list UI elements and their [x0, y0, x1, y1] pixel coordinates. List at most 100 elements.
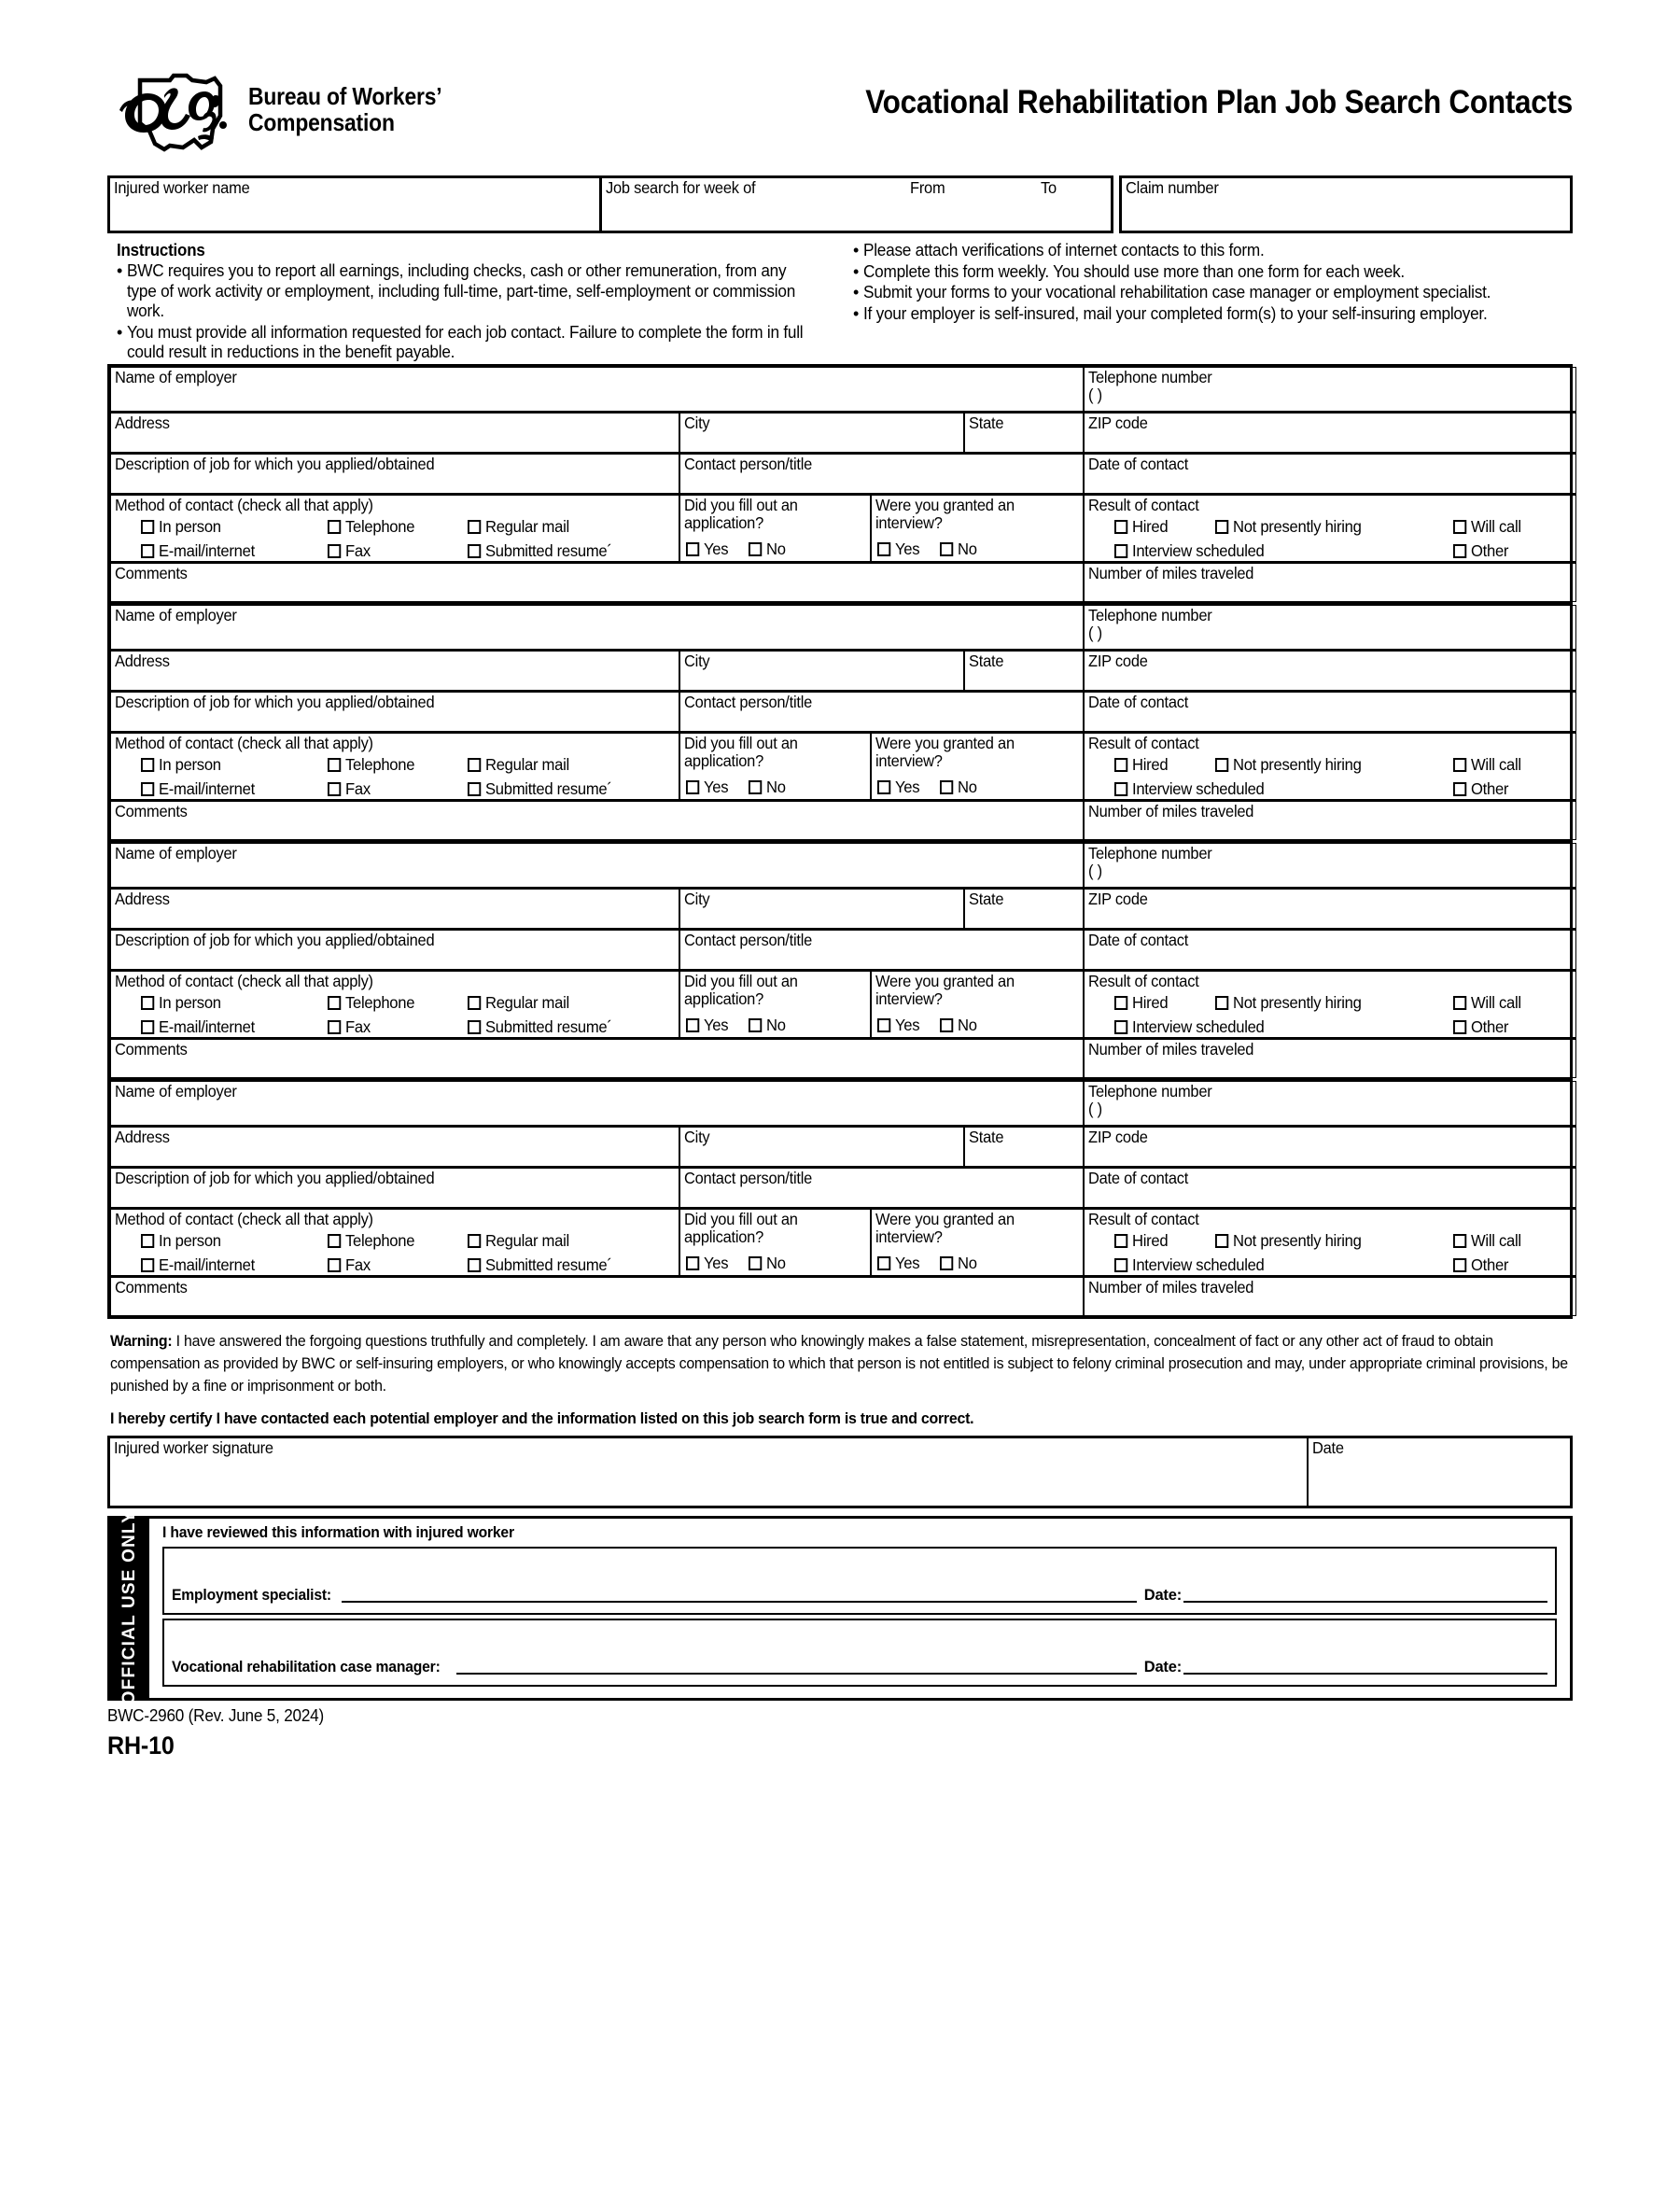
checkbox-icon[interactable] [1113, 519, 1127, 534]
checkbox-icon[interactable] [141, 519, 155, 534]
checkbox-icon[interactable] [940, 541, 954, 556]
name-of-employer-field[interactable]: Name of employer [109, 604, 1085, 651]
result-option-hired[interactable]: Hired [1113, 993, 1211, 1013]
application-yes[interactable]: Yes [685, 1254, 728, 1273]
date-of-contact-field[interactable]: Date of contact [1082, 689, 1577, 733]
result-option-not-presently-hiring[interactable]: Not presently hiring [1214, 755, 1441, 775]
result-option-other[interactable]: Other [1452, 1017, 1570, 1037]
application-no[interactable]: No [749, 540, 786, 559]
method-option-telephone[interactable]: Telephone [328, 1231, 461, 1251]
checkbox-icon[interactable] [1113, 543, 1127, 558]
method-option-submitted-resume[interactable]: Submitted resume´ [468, 1017, 667, 1037]
checkbox-icon[interactable] [328, 757, 342, 772]
date-of-contact-field[interactable]: Date of contact [1082, 451, 1577, 495]
employment-specialist-input[interactable] [341, 1589, 1137, 1603]
state-field[interactable]: State [962, 886, 1085, 930]
state-field[interactable]: State [962, 410, 1085, 454]
checkbox-icon[interactable] [1113, 757, 1127, 772]
checkbox-icon[interactable] [141, 781, 155, 796]
checkbox-icon[interactable] [141, 543, 155, 558]
result-option-other[interactable]: Other [1452, 1255, 1570, 1275]
method-option-fax[interactable]: Fax [328, 1255, 461, 1275]
zip-code-field[interactable]: ZIP code [1082, 886, 1577, 930]
case-manager-input[interactable] [455, 1661, 1137, 1675]
method-option-telephone[interactable]: Telephone [328, 755, 461, 775]
checkbox-icon[interactable] [1214, 995, 1228, 1010]
checkbox-icon[interactable] [468, 1233, 482, 1248]
method-option-in-person[interactable]: In person [141, 993, 318, 1013]
checkbox-icon[interactable] [940, 1255, 954, 1270]
method-option-telephone[interactable]: Telephone [328, 517, 461, 537]
checkbox-icon[interactable] [1452, 781, 1466, 796]
application-yes[interactable]: Yes [685, 540, 728, 559]
method-option-submitted-resume[interactable]: Submitted resume´ [468, 1255, 667, 1275]
contact-person-field[interactable]: Contact person/title [678, 1165, 1085, 1209]
result-option-hired[interactable]: Hired [1113, 755, 1211, 775]
name-of-employer-field[interactable]: Name of employer [109, 842, 1085, 889]
application-yes[interactable]: Yes [685, 778, 728, 797]
checkbox-icon[interactable] [328, 1233, 342, 1248]
checkbox-icon[interactable] [1452, 1019, 1466, 1034]
comments-field[interactable]: Comments [109, 1274, 1085, 1316]
method-option-fax[interactable]: Fax [328, 779, 461, 799]
checkbox-icon[interactable] [876, 541, 890, 556]
application-yes[interactable]: Yes [685, 1016, 728, 1035]
claim-number-field[interactable]: Claim number [1118, 175, 1573, 233]
comments-field[interactable]: Comments [109, 560, 1085, 602]
checkbox-icon[interactable] [468, 543, 482, 558]
miles-traveled-field[interactable]: Number of miles traveled [1082, 560, 1577, 602]
checkbox-icon[interactable] [1452, 519, 1466, 534]
checkbox-icon[interactable] [1452, 757, 1466, 772]
result-option-other[interactable]: Other [1452, 541, 1570, 561]
address-field[interactable]: Address [110, 886, 679, 930]
method-option-in-person[interactable]: In person [141, 517, 318, 537]
method-option-regular-mail[interactable]: Regular mail [468, 755, 667, 775]
interview-no[interactable]: No [940, 778, 977, 797]
address-field[interactable]: Address [110, 1124, 679, 1168]
checkbox-icon[interactable] [1452, 995, 1466, 1010]
checkbox-icon[interactable] [1214, 519, 1228, 534]
method-option-regular-mail[interactable]: Regular mail [468, 517, 667, 537]
checkbox-icon[interactable] [1113, 1019, 1127, 1034]
interview-no[interactable]: No [940, 540, 977, 559]
method-option-in-person[interactable]: In person [141, 1231, 318, 1251]
address-field[interactable]: Address [110, 410, 679, 454]
checkbox-icon[interactable] [1452, 543, 1466, 558]
case-manager-date-input[interactable] [1183, 1661, 1547, 1675]
signature-date-field[interactable]: Date [1309, 1438, 1570, 1506]
method-option-submitted-resume[interactable]: Submitted resume´ [468, 541, 667, 561]
city-field[interactable]: City [678, 648, 964, 692]
job-description-field[interactable]: Description of job for which you applied… [110, 451, 679, 495]
checkbox-icon[interactable] [749, 1017, 763, 1032]
method-option-in-person[interactable]: In person [141, 755, 318, 775]
application-no[interactable]: No [749, 778, 786, 797]
zip-code-field[interactable]: ZIP code [1082, 648, 1577, 692]
result-option-not-presently-hiring[interactable]: Not presently hiring [1214, 993, 1441, 1013]
result-option-will-call[interactable]: Will call [1452, 517, 1570, 537]
checkbox-icon[interactable] [685, 541, 699, 556]
checkbox-icon[interactable] [685, 779, 699, 794]
checkbox-icon[interactable] [328, 995, 342, 1010]
result-option-hired[interactable]: Hired [1113, 1231, 1211, 1251]
checkbox-icon[interactable] [328, 1019, 342, 1034]
result-option-interview-scheduled[interactable]: Interview scheduled [1113, 1255, 1436, 1275]
checkbox-icon[interactable] [141, 757, 155, 772]
miles-traveled-field[interactable]: Number of miles traveled [1082, 798, 1577, 840]
checkbox-icon[interactable] [1452, 1257, 1466, 1272]
contact-person-field[interactable]: Contact person/title [678, 689, 1085, 733]
miles-traveled-field[interactable]: Number of miles traveled [1082, 1274, 1577, 1316]
result-option-will-call[interactable]: Will call [1452, 1231, 1570, 1251]
method-option-e-mail-internet[interactable]: E-mail/internet [141, 1017, 318, 1037]
date-of-contact-field[interactable]: Date of contact [1082, 927, 1577, 971]
job-description-field[interactable]: Description of job for which you applied… [110, 689, 679, 733]
checkbox-icon[interactable] [1113, 781, 1127, 796]
checkbox-icon[interactable] [1214, 1233, 1228, 1248]
zip-code-field[interactable]: ZIP code [1082, 1124, 1577, 1168]
name-of-employer-field[interactable]: Name of employer [109, 366, 1085, 413]
checkbox-icon[interactable] [328, 1257, 342, 1272]
checkbox-icon[interactable] [1452, 1233, 1466, 1248]
checkbox-icon[interactable] [749, 1255, 763, 1270]
result-option-interview-scheduled[interactable]: Interview scheduled [1113, 541, 1436, 561]
comments-field[interactable]: Comments [109, 798, 1085, 840]
interview-yes[interactable]: Yes [876, 1254, 919, 1273]
